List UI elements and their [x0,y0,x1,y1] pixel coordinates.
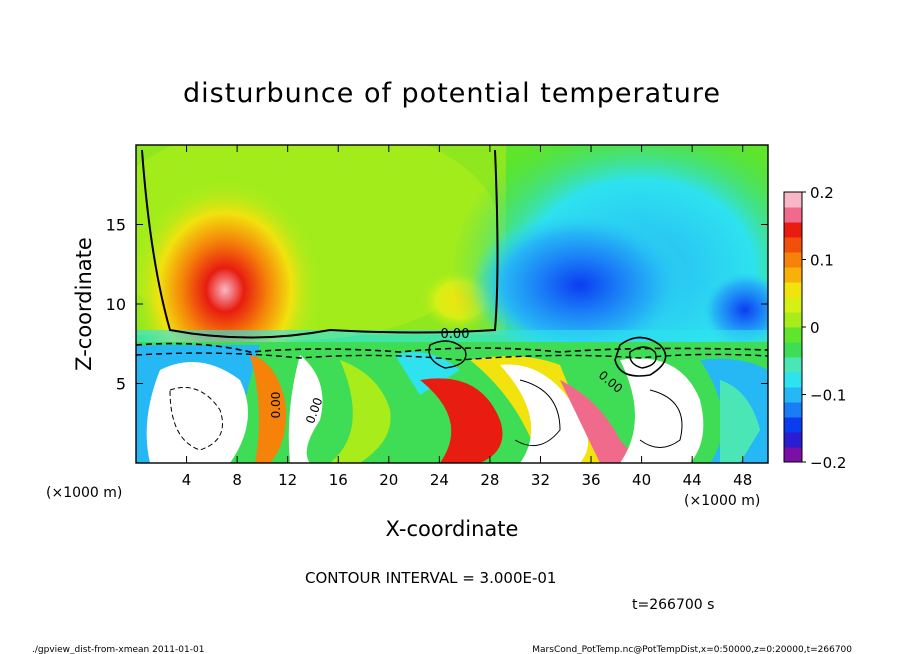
colorbar-swatch [784,237,802,253]
x-tick-label: 20 [379,471,398,489]
colorbar-swatch [784,222,802,238]
colorbar-tick-label: 0.2 [810,184,834,202]
y-axis-unit: (×1000 m) [46,485,122,501]
chart-title: disturbunce of potential temperature [183,78,721,109]
contour-label: 0.00 [441,327,470,342]
x-tick-label: 16 [329,471,348,489]
colorbar-swatch [784,192,802,208]
colorbar-tick-label: 0.1 [810,252,834,270]
colorbar-tick-label: −0.1 [810,387,846,405]
x-tick-label: 12 [278,471,297,489]
y-axis: 5 10 15 [106,216,768,394]
colorbar-swatch [784,312,802,328]
x-tick-label: 4 [182,471,192,489]
footer-right: MarsCond_PotTemp.nc@PotTempDist,x=0:5000… [532,645,852,654]
x-axis: 4 8 12 16 20 24 28 32 36 40 44 48 [182,145,752,489]
y-tick-label: 5 [116,375,126,394]
colorbar-swatch [784,207,802,223]
footer-left: ./gpview_dist-from-xmean 2011-01-01 [32,645,204,654]
colorbar-tick-label: 0 [810,319,820,337]
colorbar-swatch [784,372,802,388]
x-tick-label: 44 [683,471,702,489]
x-tick-label: 40 [632,471,651,489]
colorbar: 0.2 0.1 0 −0.1 −0.2 [783,184,846,472]
x-tick-label: 28 [480,471,499,489]
colorbar-swatch [784,387,802,403]
x-tick-label: 48 [733,471,752,489]
x-tick-label: 36 [581,471,600,489]
x-tick-label: 32 [531,471,550,489]
colorbar-swatch [784,327,802,343]
colorbar-swatch [784,357,802,373]
colorbar-swatch [784,402,802,418]
contour-interval-label: CONTOUR INTERVAL = 3.000E-01 [305,569,556,587]
colorbar-swatch [784,267,802,283]
y-tick-label: 10 [106,295,126,314]
colorbar-swatch [784,432,802,448]
y-tick-label: 15 [106,216,126,235]
x-tick-label: 8 [232,471,242,489]
colorbar-swatch [784,282,802,298]
colorbar-swatch [784,252,802,268]
contour-label: 0.00 [269,392,283,419]
heatmap-field [136,145,768,463]
colorbar-swatch [784,297,802,313]
time-label: t=266700 s [632,597,714,613]
y-axis-label: Z-coordinate [72,237,96,371]
x-tick-label: 24 [430,471,449,489]
colorbar-swatch [784,417,802,433]
colorbar-swatch [784,447,802,463]
colorbar-swatch [784,342,802,358]
x-axis-label: X-coordinate [386,517,519,541]
x-axis-unit: (×1000 m) [684,493,760,509]
colorbar-tick-label: −0.2 [810,454,846,472]
